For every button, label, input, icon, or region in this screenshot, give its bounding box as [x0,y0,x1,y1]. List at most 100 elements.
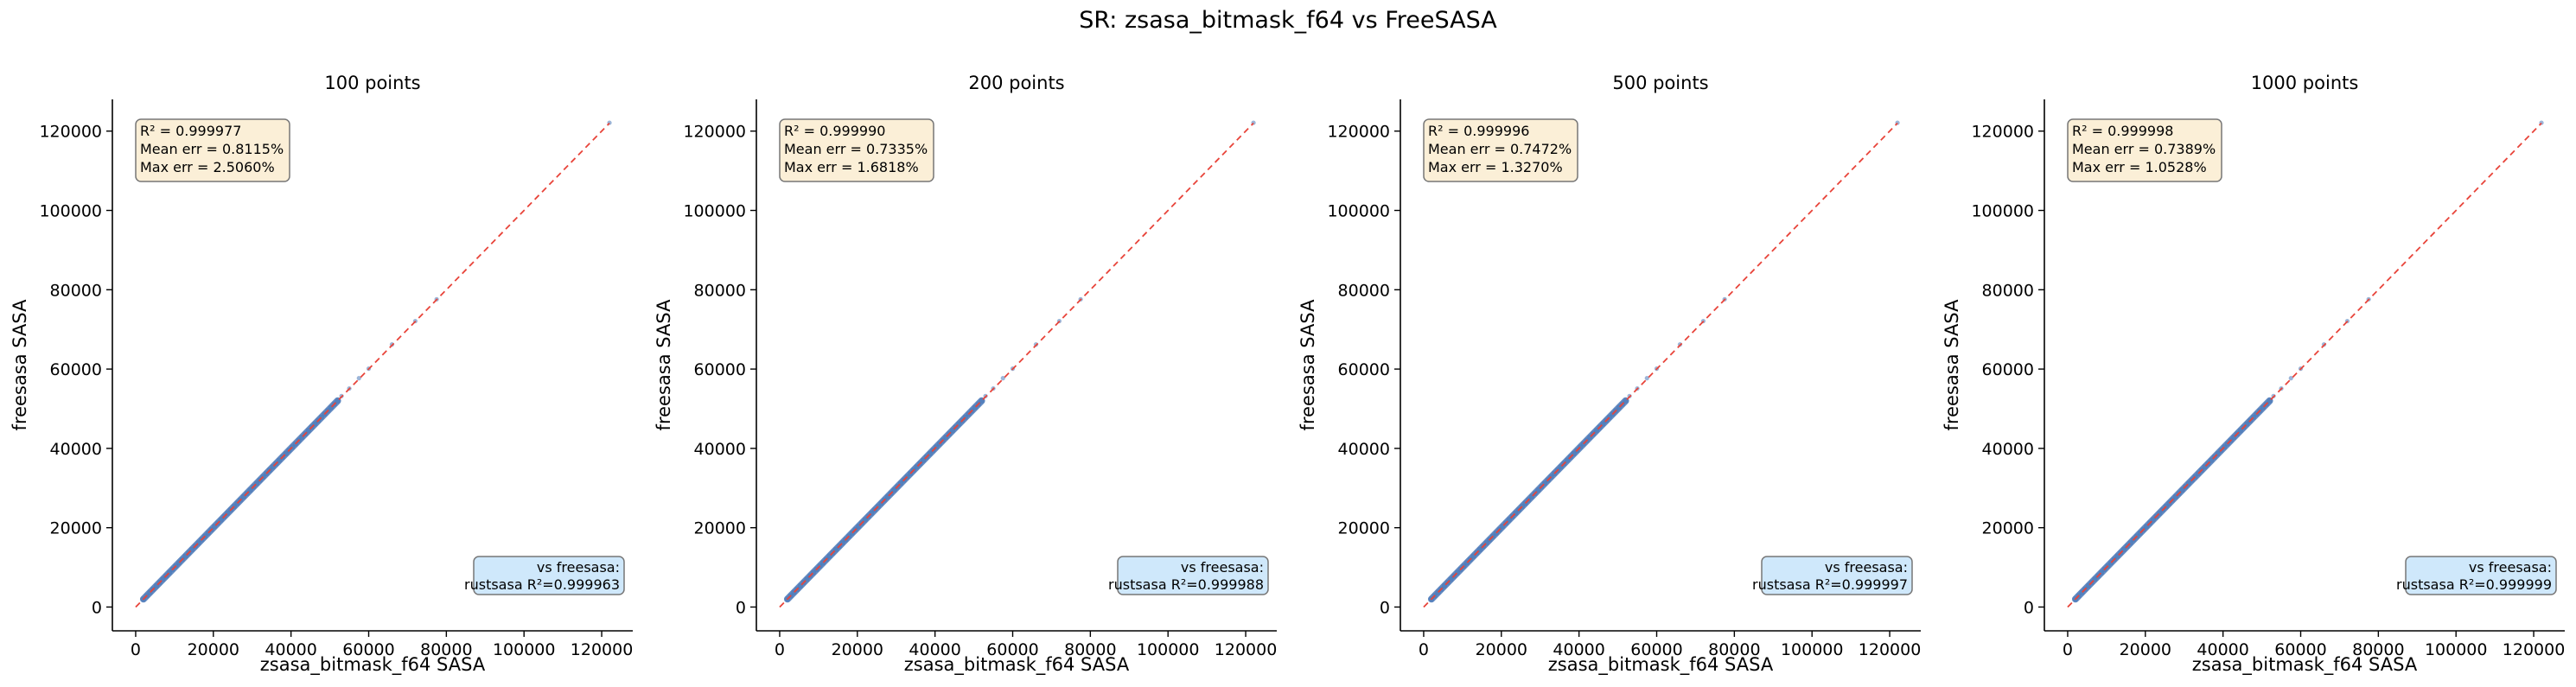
panel-title: 100 points [324,73,420,93]
y-tick-label: 80000 [1982,281,2034,300]
identity-line [1423,122,1898,608]
reference-line: rustsasa R²=0.999988 [1108,576,1264,593]
stats-line: R² = 0.999990 [784,123,885,139]
y-tick-label: 120000 [1327,123,1390,142]
x-tick-label: 20000 [832,640,883,659]
stats-line: R² = 0.999977 [140,123,241,139]
y-tick-label: 100000 [683,202,746,221]
x-tick-label: 40000 [2197,640,2248,659]
x-tick-label: 0 [1419,640,1429,659]
x-tick-label: 60000 [342,640,394,659]
y-tick-label: 40000 [1338,440,1390,459]
identity-line [2067,122,2542,608]
data-point [356,376,361,381]
y-tick-label: 100000 [1971,202,2034,221]
reference-box [2405,556,2557,595]
x-tick-label: 80000 [420,640,472,659]
x-tick-label: 80000 [1064,640,1116,659]
x-tick-label: 100000 [1137,640,1200,659]
reference-line: rustsasa R²=0.999999 [2396,576,2552,593]
x-tick-label: 20000 [188,640,239,659]
x-axis-label: zsasa_bitmask_f64 SASA [1548,654,1774,676]
data-point [2288,376,2293,381]
reference-line: vs freesasa: [2469,559,2552,576]
y-tick-label: 120000 [39,123,102,142]
y-tick-label: 120000 [683,123,746,142]
stats-line: R² = 0.999996 [1428,123,1529,139]
x-axis-label: zsasa_bitmask_f64 SASA [904,654,1130,676]
y-tick-label: 20000 [694,519,746,538]
reference-line: vs freesasa: [1825,559,1908,576]
x-tick-label: 20000 [1476,640,1527,659]
y-tick-label: 100000 [1327,202,1390,221]
scatter-panel-2: 200 points 0 20000 40000 60000 80000 100000 120… [654,73,1277,676]
reference-box [1761,556,1913,595]
x-tick-label: 80000 [1708,640,1760,659]
stats-line: Max err = 2.5060% [140,159,275,175]
y-tick-label: 60000 [694,360,746,379]
y-axis-label: freesasa SASA [654,299,674,431]
figure-title: SR: zsasa_bitmask_f64 vs FreeSASA [1079,7,1497,34]
stats-line: Mean err = 0.8115% [140,141,284,157]
reference-line: vs freesasa: [537,559,620,576]
stats-box [779,118,934,182]
y-tick-label: 100000 [39,202,102,221]
stats-line: Max err = 1.6818% [784,159,919,175]
y-tick-label: 40000 [50,440,102,459]
x-tick-label: 100000 [1781,640,1844,659]
stats-line: Max err = 1.0528% [2072,159,2207,175]
identity-line [779,122,1254,608]
scatter-panel-1: 100 points 0 20000 40000 60000 80000 100000 120… [10,73,633,676]
y-tick-label: 60000 [1982,360,2034,379]
x-tick-label: 80000 [2352,640,2404,659]
x-tick-label: 40000 [909,640,960,659]
y-tick-label: 0 [736,598,746,617]
reference-box [473,556,625,595]
x-tick-label: 40000 [1553,640,1604,659]
panel-title: 1000 points [2251,73,2359,93]
y-tick-label: 0 [2024,598,2034,617]
x-tick-label: 40000 [265,640,316,659]
data-point [1000,376,1005,381]
y-tick-label: 20000 [1338,519,1390,538]
x-tick-label: 120000 [2503,640,2566,659]
y-axis-label: freesasa SASA [1298,299,1318,431]
y-tick-label: 60000 [1338,360,1390,379]
reference-line: vs freesasa: [1181,559,1264,576]
identity-line [135,122,610,608]
reference-box [1117,556,1269,595]
scatter-panel-3: 500 points 0 20000 40000 60000 80000 100000 120… [1298,73,1921,676]
stats-box [2067,118,2222,182]
panel-title: 200 points [968,73,1064,93]
y-tick-label: 40000 [694,440,746,459]
x-tick-label: 60000 [986,640,1038,659]
y-tick-label: 40000 [1982,440,2034,459]
stats-line: Mean err = 0.7389% [2072,141,2216,157]
stats-box [1423,118,1578,182]
x-tick-label: 100000 [2425,640,2488,659]
reference-line: rustsasa R²=0.999963 [464,576,620,593]
y-tick-label: 20000 [1982,519,2034,538]
x-tick-label: 20000 [2120,640,2171,659]
scatter-panel-4: 1000 points 0 20000 40000 60000 80000 100000 12… [1942,73,2565,676]
x-tick-label: 120000 [571,640,634,659]
x-tick-label: 0 [131,640,141,659]
data-point [1644,376,1649,381]
x-tick-label: 0 [2063,640,2073,659]
y-tick-label: 120000 [1971,123,2034,142]
stats-line: Mean err = 0.7472% [1428,141,1572,157]
x-tick-label: 120000 [1859,640,1922,659]
y-axis-label: freesasa SASA [10,299,30,431]
stats-line: Max err = 1.3270% [1428,159,1563,175]
x-tick-label: 120000 [1215,640,1278,659]
y-tick-label: 20000 [50,519,102,538]
x-axis-label: zsasa_bitmask_f64 SASA [260,654,486,676]
stats-line: R² = 0.999998 [2072,123,2173,139]
x-tick-label: 60000 [1630,640,1682,659]
y-tick-label: 0 [1380,598,1390,617]
stats-box [135,118,290,182]
y-tick-label: 80000 [1338,281,1390,300]
x-axis-label: zsasa_bitmask_f64 SASA [2192,654,2418,676]
panel-title: 500 points [1612,73,1708,93]
